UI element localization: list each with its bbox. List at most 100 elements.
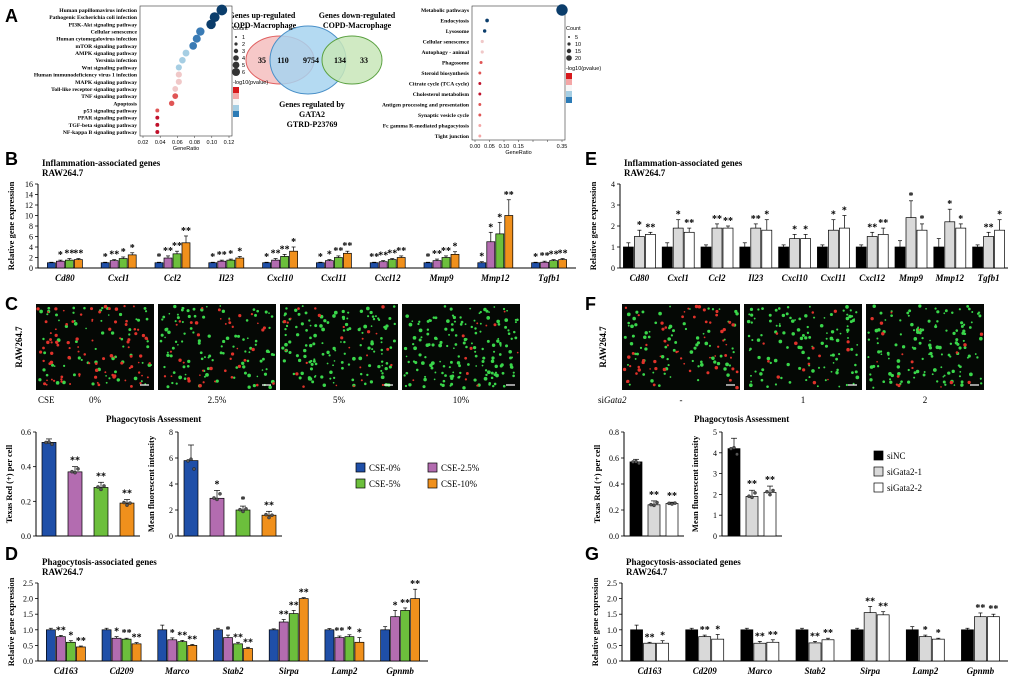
bar	[118, 258, 128, 269]
green-cell	[472, 346, 477, 350]
significance-mark: **	[684, 218, 694, 229]
red-cell	[918, 328, 921, 331]
red-cell	[812, 380, 817, 385]
bar	[808, 642, 822, 662]
green-cell	[180, 308, 184, 312]
red-cell	[251, 347, 255, 352]
green-cell	[654, 321, 658, 325]
x-tick-label: 0.10	[499, 144, 510, 150]
green-cell	[958, 308, 961, 311]
green-cell	[882, 380, 886, 384]
y-tick-label: 0.2	[21, 497, 31, 506]
bar	[643, 642, 656, 662]
pathway-label: Yersinia infection	[95, 58, 138, 64]
green-cell	[80, 358, 83, 362]
green-cell	[867, 338, 871, 341]
green-cell	[263, 372, 268, 376]
red-cell	[83, 353, 86, 356]
green-cell	[133, 376, 138, 381]
significance-mark: **	[768, 630, 778, 641]
green-cell	[749, 383, 753, 388]
red-cell	[709, 321, 712, 324]
significance-mark: **	[122, 628, 132, 639]
green-cell	[498, 353, 502, 356]
bar	[67, 471, 83, 537]
red-cell	[720, 329, 724, 334]
green-cell	[852, 382, 855, 385]
green-cell	[43, 351, 47, 355]
red-cell	[366, 330, 371, 334]
green-cell	[270, 315, 274, 318]
data-point	[215, 497, 219, 502]
green-cell	[474, 331, 478, 335]
data-point	[765, 489, 769, 494]
green-cell	[479, 330, 482, 333]
y-axis-title: Relative gene expression	[590, 577, 600, 666]
green-cell	[432, 316, 436, 319]
bar	[262, 262, 271, 269]
green-cell	[630, 324, 634, 329]
pathway-dot	[175, 71, 182, 78]
green-cell	[473, 378, 477, 382]
red-cell	[236, 347, 239, 350]
red-cell	[624, 306, 628, 309]
dotplot-frame	[139, 5, 233, 137]
red-cell	[77, 350, 80, 353]
legend-cse-label: CSE-5%	[369, 479, 401, 489]
red-cell	[148, 362, 151, 365]
pathway-label: mTOR signaling pathway	[76, 44, 138, 50]
green-cell	[428, 318, 431, 321]
pathway-label: Antigen processing and presentation	[382, 103, 470, 109]
green-cell	[385, 324, 389, 328]
x-tick-label: 0.05	[484, 144, 495, 150]
x-axis-label: GeneRatio	[173, 146, 199, 152]
red-cell	[305, 361, 308, 365]
red-cell	[688, 369, 692, 373]
pathway-dot	[182, 49, 190, 57]
count-legend-value: 5	[575, 35, 578, 41]
static-layer: A B C D E F G 35 110 9754 134 33 Genes u…	[5, 6, 984, 564]
red-cell	[767, 359, 770, 363]
green-cell	[901, 345, 906, 349]
green-cell	[775, 324, 778, 327]
panel-label-c: C	[5, 294, 18, 314]
bar	[344, 636, 355, 662]
venn-label-up: Genes up-regulated COPD-Macrophage	[228, 11, 297, 30]
bar	[378, 261, 388, 269]
significance-mark: *	[237, 246, 242, 257]
green-cell	[916, 330, 920, 335]
green-cell	[944, 383, 947, 386]
green-cell	[887, 353, 890, 356]
red-cell	[762, 342, 765, 345]
green-cell	[300, 322, 304, 326]
green-cell	[956, 342, 960, 346]
green-cell	[309, 324, 312, 327]
cse-condition-label: 5%	[333, 395, 346, 405]
green-cell	[817, 366, 821, 369]
green-cell	[474, 354, 478, 358]
green-cell	[108, 377, 111, 380]
bar	[711, 227, 723, 269]
cell-line-label: RAW264.7	[598, 326, 608, 368]
pvalue-legend-title: -log10(pvalue)	[233, 80, 268, 86]
y-tick-label: 14	[25, 191, 33, 200]
green-cell	[254, 339, 258, 343]
red-cell	[141, 374, 143, 377]
y-tick-label: 0.0	[609, 532, 619, 541]
green-cell	[332, 346, 336, 351]
green-cell	[925, 307, 927, 310]
y-tick-label: 0.0	[23, 657, 33, 666]
significance-mark: *	[114, 627, 119, 638]
red-cell	[297, 307, 300, 310]
green-cell	[62, 380, 66, 385]
red-cell	[127, 346, 130, 349]
significance-mark: *	[453, 242, 458, 253]
legend-cse-label: CSE-2.5%	[441, 463, 480, 473]
red-cell	[654, 367, 658, 371]
green-cell	[492, 350, 496, 353]
green-cell	[418, 328, 423, 333]
green-cell	[439, 360, 442, 363]
significance-mark: **	[378, 251, 388, 262]
green-cell	[684, 327, 688, 331]
pathway-dot	[479, 60, 483, 65]
